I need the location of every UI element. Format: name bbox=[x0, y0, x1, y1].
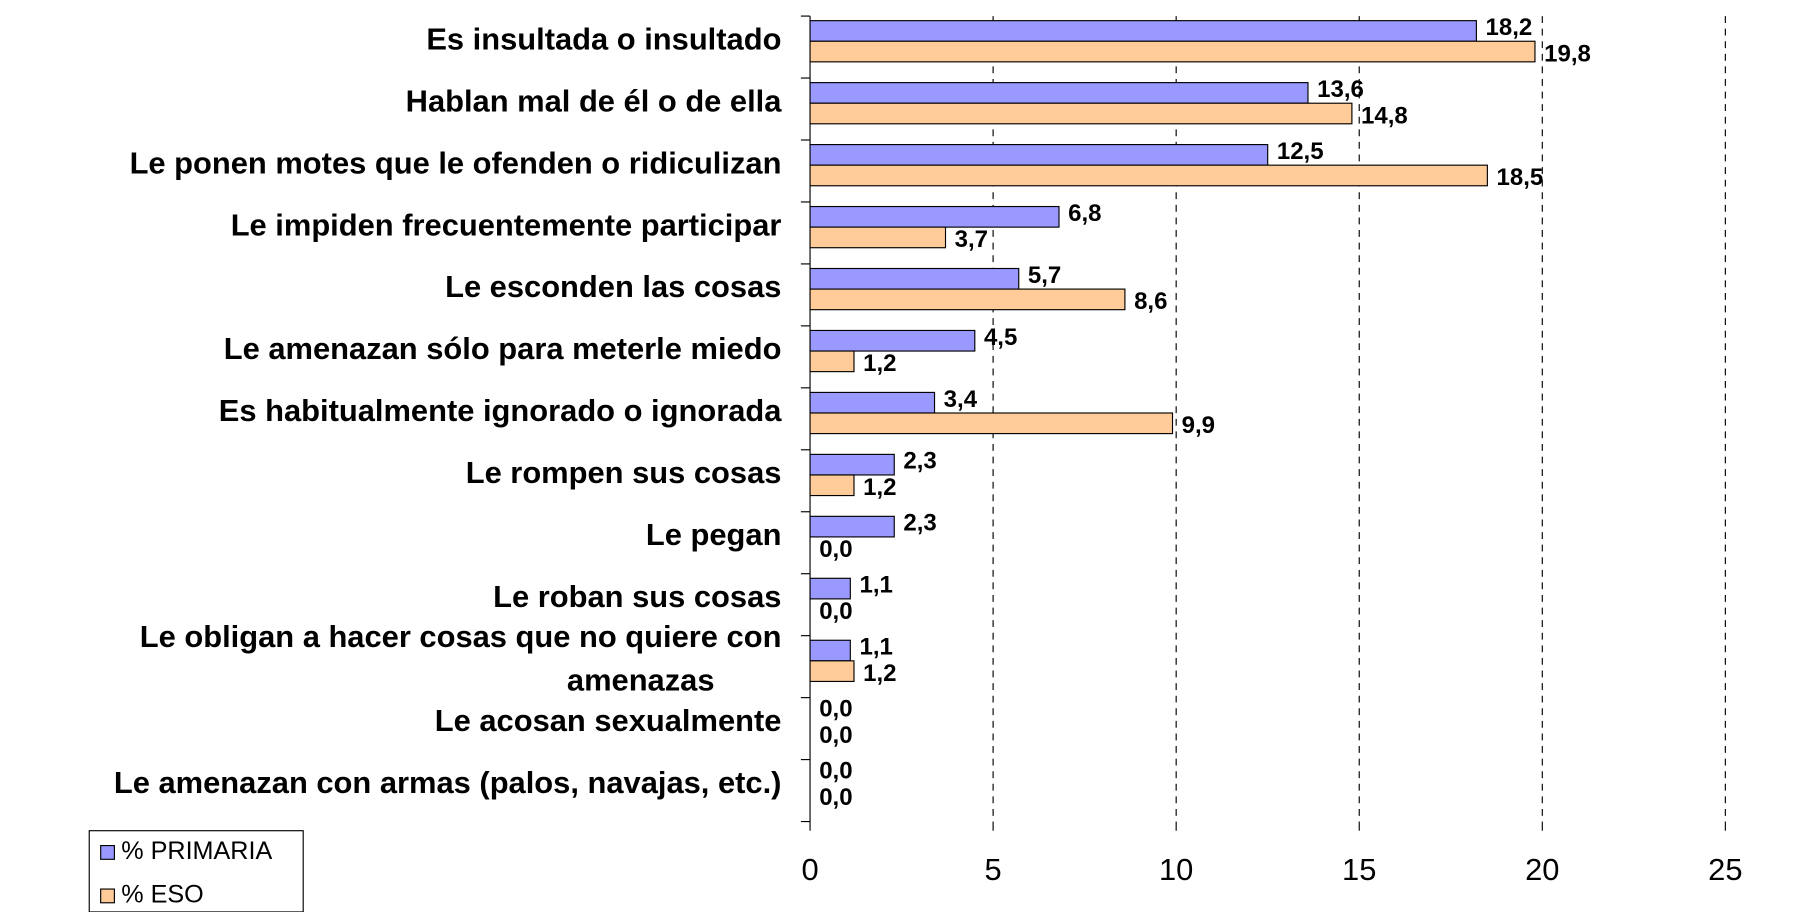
data-label: 9,9 bbox=[1182, 412, 1215, 439]
legend-box bbox=[88, 830, 304, 912]
bar bbox=[809, 40, 1536, 63]
category-label: Le amenazan sólo para meterle miedo bbox=[224, 331, 782, 366]
data-label: 3,4 bbox=[944, 386, 978, 413]
category-label: Hablan mal de él o de ella bbox=[406, 83, 783, 118]
category-label: Le pegan bbox=[646, 517, 782, 552]
bar bbox=[809, 577, 851, 600]
bar bbox=[809, 267, 1020, 290]
data-label: 4,5 bbox=[984, 324, 1017, 351]
legend-label: % ESO bbox=[121, 881, 203, 909]
bar bbox=[809, 164, 1488, 187]
bar bbox=[809, 102, 1353, 125]
x-tick-label: 10 bbox=[1159, 852, 1193, 887]
legend-swatch bbox=[100, 888, 115, 904]
data-label: 18,2 bbox=[1486, 14, 1533, 41]
data-label: 1,2 bbox=[863, 350, 896, 377]
legend: % PRIMARIA % ESO bbox=[88, 830, 304, 912]
bar bbox=[809, 329, 976, 352]
category-label: Le amenazan con armas (palos, navajas, e… bbox=[114, 765, 782, 800]
x-tick-label: 20 bbox=[1525, 852, 1559, 887]
data-label: 14,8 bbox=[1361, 102, 1408, 129]
data-label: 12,5 bbox=[1277, 138, 1324, 165]
bar bbox=[809, 474, 855, 497]
x-tick-label: 5 bbox=[985, 852, 1002, 887]
category-label: Le esconden las cosas bbox=[445, 269, 781, 304]
bar bbox=[809, 82, 1309, 104]
data-label: 0,0 bbox=[819, 536, 852, 563]
bar bbox=[809, 350, 855, 373]
bar bbox=[809, 144, 1269, 166]
bar bbox=[809, 226, 947, 249]
data-label: 0,0 bbox=[819, 722, 852, 749]
data-label: 0,0 bbox=[819, 696, 852, 723]
bar bbox=[809, 20, 1477, 42]
category-label: Es insultada o insultado bbox=[426, 21, 781, 56]
data-label: 2,3 bbox=[903, 448, 936, 475]
bar bbox=[809, 391, 936, 414]
data-label: 19,8 bbox=[1544, 40, 1591, 67]
x-tick-label: 0 bbox=[801, 852, 818, 887]
data-label: 1,1 bbox=[859, 634, 892, 661]
bar bbox=[809, 660, 855, 683]
category-label: Le roban sus cosas bbox=[493, 579, 781, 614]
x-tick-label: 15 bbox=[1342, 852, 1376, 887]
data-label: 1,2 bbox=[863, 474, 896, 501]
bar bbox=[809, 288, 1126, 311]
bar bbox=[809, 205, 1060, 228]
data-label: 18,5 bbox=[1497, 164, 1544, 191]
category-label: Le rompen sus cosas bbox=[466, 455, 782, 490]
legend-swatch bbox=[100, 845, 115, 860]
data-label: 13,6 bbox=[1317, 76, 1364, 103]
bar bbox=[809, 639, 851, 662]
data-label: 6,8 bbox=[1068, 200, 1101, 227]
data-label: 1,2 bbox=[863, 660, 896, 687]
data-label: 0,0 bbox=[819, 758, 852, 785]
category-label: Le obligan a hacer cosas que no quiere c… bbox=[140, 619, 782, 697]
data-label: 0,0 bbox=[819, 598, 852, 625]
data-label: 0,0 bbox=[819, 784, 852, 811]
category-label: Es habitualmente ignorado o ignorada bbox=[219, 393, 782, 428]
category-label: Le ponen motes que le ofenden o ridiculi… bbox=[130, 145, 782, 180]
bar bbox=[809, 515, 895, 538]
data-label: 1,1 bbox=[859, 572, 892, 599]
legend-label: % PRIMARIA bbox=[121, 837, 272, 865]
bar bbox=[809, 412, 1174, 435]
category-label: Le acosan sexualmente bbox=[435, 703, 782, 738]
data-label: 3,7 bbox=[955, 226, 988, 253]
data-label: 8,6 bbox=[1134, 288, 1167, 315]
category-label: Le impiden frecuentemente participar bbox=[231, 207, 782, 242]
data-label: 5,7 bbox=[1028, 262, 1061, 289]
bar bbox=[809, 453, 895, 476]
data-label: 2,3 bbox=[903, 510, 936, 537]
x-tick-label: 25 bbox=[1708, 852, 1742, 887]
